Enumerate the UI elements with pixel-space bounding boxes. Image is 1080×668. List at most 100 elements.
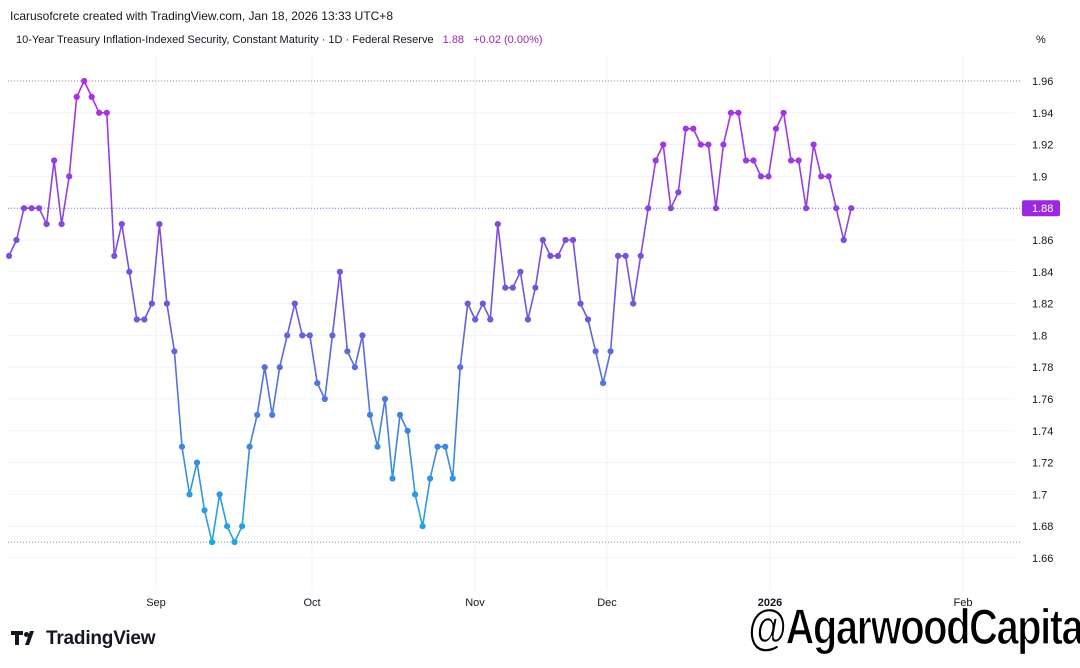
data-point [156,221,163,228]
data-point [111,252,118,259]
data-point [404,427,411,434]
data-point [675,189,682,196]
series-polyline [8,80,852,543]
data-point [269,411,276,418]
data-point [615,252,622,259]
data-point [171,348,178,355]
price-label-text: 1.88 [1032,203,1053,215]
y-tick-label: 1.72 [1032,458,1053,470]
data-point [705,141,712,148]
data-point [487,316,494,323]
data-point [682,125,689,132]
data-point [314,380,321,387]
data-point [517,268,524,275]
data-point [381,395,389,403]
data-point [246,443,253,450]
data-point [547,252,554,259]
data-point [193,459,201,466]
x-tick-label: Sep [146,597,166,609]
data-point [254,411,261,418]
data-point [494,221,501,228]
data-point [36,205,43,212]
data-point [607,348,614,355]
y-tick-label: 1.78 [1032,362,1053,374]
data-point [224,523,231,530]
tradingview-logo-icon [10,628,40,650]
data-point [848,205,855,212]
data-point [584,316,592,323]
series-legend[interactable]: 10-Year Treasury Inflation-Indexed Secur… [16,34,543,46]
data-point [592,348,599,355]
watermark: @AgarwoodCapital [748,599,1080,655]
data-point [291,300,298,307]
x-tick-label: Oct [303,597,320,609]
data-point [20,205,28,212]
data-point [351,364,358,371]
unit-label: % [1036,34,1046,46]
x-axis[interactable]: Sep Oct Nov Dec 2026 Feb [146,597,972,609]
data-point [554,252,562,259]
data-point [818,173,825,180]
data-point [73,93,80,100]
data-point [442,443,449,450]
data-point [720,141,727,148]
data-point [81,77,88,85]
data-point [336,268,343,275]
data-point [239,523,246,530]
data-point [66,173,73,180]
data-point [727,109,735,116]
data-point [396,411,404,418]
data-point [208,539,216,546]
y-tick-label: 1.92 [1032,140,1053,152]
data-point [532,284,539,291]
x-tick-label: Nov [465,597,485,609]
data-point [667,205,674,212]
data-point [569,236,577,244]
data-point [58,221,65,228]
data-point [750,157,757,164]
data-point [600,380,607,387]
data-point [96,109,103,116]
data-points [5,77,855,546]
data-point [186,491,193,498]
data-point [645,205,652,212]
data-point [43,221,50,228]
data-point [772,125,780,132]
data-point [788,157,795,164]
data-point [329,332,336,339]
series-title: 10-Year Treasury Inflation-Indexed Secur… [16,34,434,46]
data-point [742,157,750,164]
data-point [118,221,125,228]
data-point [231,539,238,546]
data-point [163,300,170,307]
data-point [419,523,426,530]
data-point [780,109,787,116]
data-point [735,109,742,116]
data-point [28,205,35,212]
data-point [13,236,20,244]
data-point [833,205,840,212]
data-point [141,316,148,323]
data-point [630,300,637,307]
data-point [126,268,133,275]
tradingview-logo[interactable]: TradingView [10,628,156,650]
data-point [539,236,547,244]
data-point [133,316,140,323]
current-price-label: 1.88 [1022,200,1060,217]
y-axis[interactable]: 1.96 1.94 1.92 1.9 1.88 1.86 1.84 1.82 1.8 1.78 1.… [1032,76,1053,565]
data-point [201,507,208,514]
data-point [457,364,464,371]
data-point [366,411,374,418]
y-tick-label: 1.7 [1032,489,1047,501]
data-point [660,141,667,148]
reference-lines [8,80,1022,543]
data-point [276,364,283,371]
data-point [389,475,396,482]
data-point [321,395,328,403]
y-tick-label: 1.82 [1032,299,1053,311]
data-point [697,141,704,148]
data-point [622,252,629,259]
tradingview-logo-text: TradingView [46,628,156,649]
data-point [690,125,697,132]
